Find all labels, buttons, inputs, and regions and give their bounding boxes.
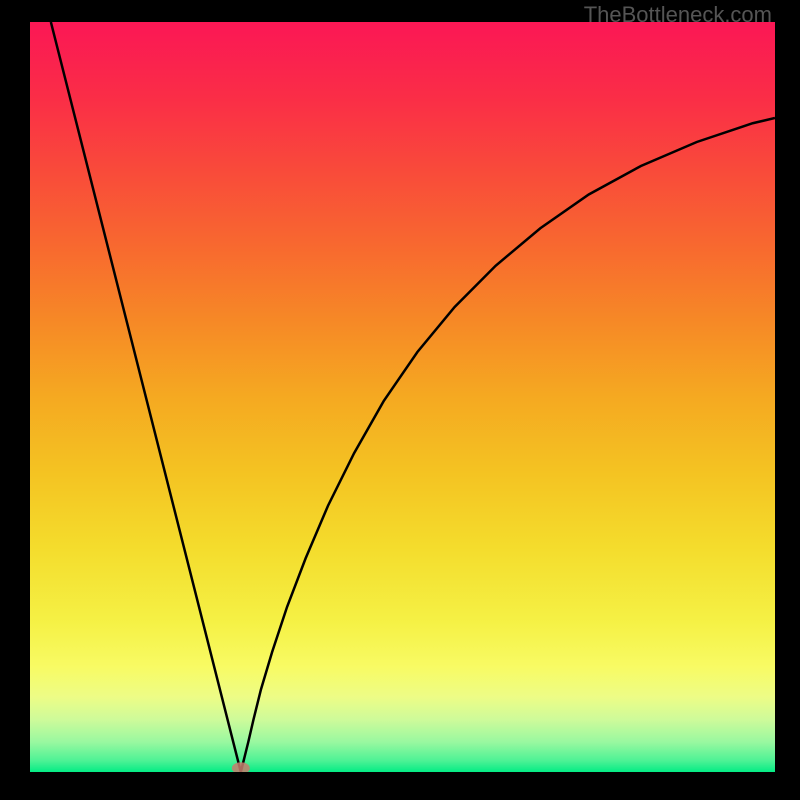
plot-area — [30, 22, 775, 772]
curve-layer — [30, 22, 775, 772]
bottleneck-curve — [51, 22, 775, 772]
minimum-marker — [232, 762, 250, 772]
watermark-text: TheBottleneck.com — [584, 2, 772, 28]
